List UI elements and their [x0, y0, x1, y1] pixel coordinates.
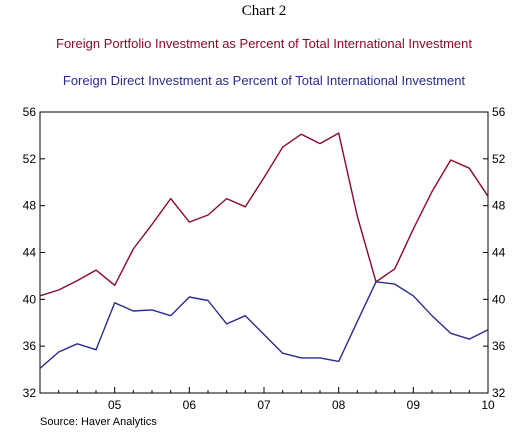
series-2-title: Foreign Direct Investment as Percent of … — [62, 73, 466, 88]
x-tick-label-5: 10 — [481, 398, 495, 412]
source-note: Source: Haver Analytics — [40, 416, 157, 428]
y-tick-label-right-1: 36 — [492, 339, 506, 353]
y-tick-label-left-5: 52 — [23, 152, 37, 166]
y-tick-label-left-1: 36 — [23, 339, 37, 353]
y-tick-label-right-0: 32 — [492, 386, 506, 400]
y-tick-label-left-0: 32 — [23, 386, 37, 400]
y-tick-label-right-2: 40 — [492, 292, 506, 306]
series-line-2 — [39, 281, 489, 369]
y-tick-label-left-6: 56 — [23, 105, 37, 119]
x-tick-label-0: 05 — [108, 398, 122, 412]
y-tick-label-right-6: 56 — [492, 105, 506, 119]
plot-frame — [39, 111, 489, 394]
x-tick-label-4: 09 — [407, 398, 421, 412]
chart-title: Chart 2 — [241, 3, 287, 19]
series-line-1 — [39, 132, 489, 297]
x-tick-label-1: 06 — [183, 398, 197, 412]
y-tick-label-right-4: 48 — [492, 199, 506, 213]
y-tick-label-left-3: 44 — [23, 246, 37, 260]
y-tick-label-left-2: 40 — [23, 292, 37, 306]
y-tick-label-right-5: 52 — [492, 152, 506, 166]
series-1-title: Foreign Portfolio Investment as Percent … — [56, 36, 472, 51]
y-tick-label-left-4: 48 — [23, 199, 37, 213]
x-tick-label-2: 07 — [257, 398, 271, 412]
y-tick-label-right-3: 44 — [492, 246, 506, 260]
x-tick-label-3: 08 — [332, 398, 346, 412]
